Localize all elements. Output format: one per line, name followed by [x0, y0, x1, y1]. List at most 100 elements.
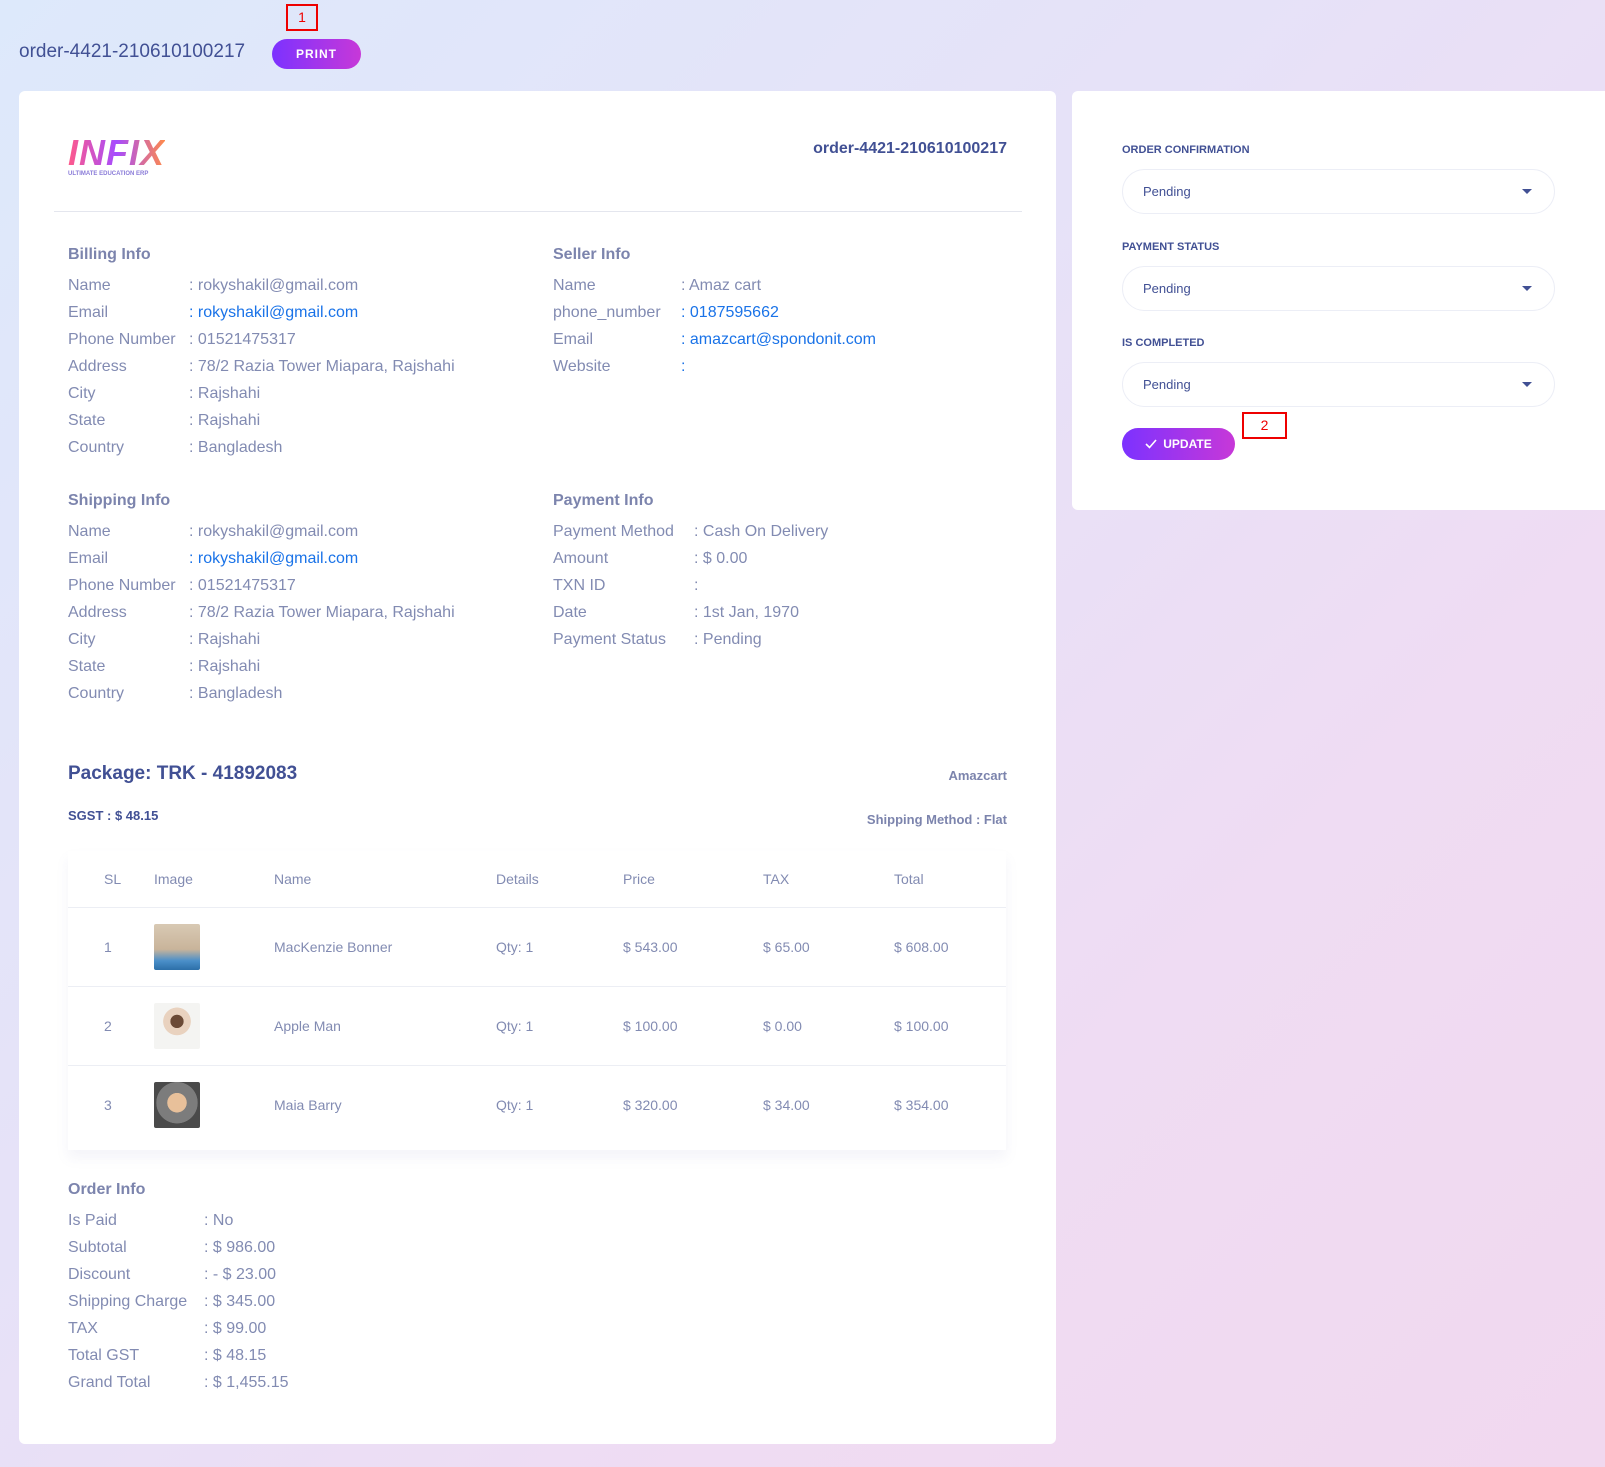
info-block: Payment Info Payment Method: Cash On Deli… — [553, 492, 828, 653]
info-row: Phone Number: 01521475317 — [68, 326, 455, 353]
logo-tagline: ULTIMATE EDUCATION ERP — [68, 171, 149, 177]
status-select[interactable]: Pending — [1122, 169, 1555, 214]
annotation-marker: 2 — [1242, 412, 1287, 439]
package-tax: SGST : $ 48.15 — [68, 808, 159, 823]
info-value: : $ 48.15 — [204, 1347, 267, 1364]
info-value: : Bangladesh — [189, 685, 283, 702]
info-row: Country : Bangladesh — [68, 680, 455, 707]
info-block: Shipping Info Name: rokyshakil@gmail.com E… — [68, 492, 455, 707]
info-label: Name — [68, 523, 111, 540]
info-label: Shipping Charge — [68, 1293, 188, 1310]
logo: INFIX ULTIMATE EDUCATION ERP — [68, 132, 166, 178]
info-value: : Rajshahi — [189, 385, 261, 402]
info-value: : Bangladesh — [189, 439, 283, 456]
column-header: TAX — [763, 871, 790, 887]
annotation-marker: 1 — [286, 4, 318, 31]
info-value: : $ 345.00 — [204, 1293, 276, 1310]
info-row: TAX : $ 99.00 — [68, 1315, 289, 1342]
info-value: : rokyshakil@gmail.com — [189, 277, 359, 294]
info-row: Grand Total: $ 1,455.15 — [68, 1369, 289, 1396]
info-value: : Amaz cart — [681, 277, 762, 294]
info-label: Name — [553, 277, 596, 294]
info-value: : 0187595662 — [681, 304, 779, 321]
field-label: IS COMPLETED — [1122, 337, 1205, 349]
select-caret — [1522, 286, 1532, 291]
info-row: State: Rajshahi — [68, 653, 455, 680]
status-panel: ORDER CONFIRMATION Pending PAYMENT STATUS P… — [1072, 91, 1605, 510]
info-row: Email: amazcart@spondonit.com — [553, 326, 876, 353]
info-value: : rokyshakil@gmail.com — [189, 304, 359, 321]
info-row: Is Paid : No — [68, 1207, 289, 1234]
info-value: : $ 0.00 — [694, 550, 748, 567]
status-select[interactable]: Pending — [1122, 266, 1555, 311]
info-label: phone_number — [553, 304, 661, 321]
info-row: State: Rajshahi — [68, 407, 455, 434]
info-label: Country — [68, 439, 125, 456]
print-button[interactable]: PRINT — [272, 39, 361, 69]
info-label: State — [68, 658, 106, 675]
info-value: : 01521475317 — [189, 577, 296, 594]
table-cell: MacKenzie Bonner — [274, 938, 393, 955]
info-label: City — [68, 385, 96, 402]
info-label: Payment Status — [553, 631, 666, 648]
info-heading: Order Info — [68, 1181, 146, 1198]
info-label: Email — [68, 304, 109, 321]
info-value: : No — [204, 1212, 234, 1229]
info-label: Amount — [553, 550, 609, 567]
product-image — [154, 1081, 200, 1128]
table-cell: Qty: 1 — [496, 938, 534, 955]
field-label: PAYMENT STATUS — [1122, 241, 1220, 253]
info-label: Is Paid — [68, 1212, 117, 1229]
update-button[interactable]: UPDATE — [1122, 428, 1235, 460]
info-heading: Payment Info — [553, 492, 654, 509]
info-label: Website — [553, 358, 611, 375]
info-value: : Pending — [694, 631, 762, 648]
select-caret — [1522, 189, 1532, 194]
table-cell: Qty: 1 — [496, 1096, 534, 1113]
table-cell: 2 — [104, 1017, 112, 1034]
table-cell: $ 608.00 — [894, 938, 949, 955]
info-value: : Rajshahi — [189, 631, 261, 648]
info-label: Total GST — [68, 1347, 140, 1364]
info-row: Payment Status : Pending — [553, 626, 828, 653]
info-row: Country : Bangladesh — [68, 434, 455, 461]
info-value: : — [681, 358, 686, 375]
info-row: Date: 1st Jan, 1970 — [553, 599, 828, 626]
info-row: Name: rokyshakil@gmail.com — [68, 518, 455, 545]
info-label: Grand Total — [68, 1374, 151, 1391]
package-seller: Amazcart — [948, 768, 1007, 783]
table-cell: Maia Barry — [274, 1096, 342, 1113]
info-row: Amount : $ 0.00 — [553, 545, 828, 572]
status-select[interactable]: Pending — [1122, 362, 1555, 407]
info-label: Country — [68, 685, 125, 702]
info-value: : 78/2 Razia Tower Miapara, Rajshahi — [189, 604, 455, 621]
column-header: Image — [154, 871, 193, 887]
info-value: : $ 99.00 — [204, 1320, 267, 1337]
info-heading: Seller Info — [553, 246, 631, 263]
products-table: SL Image Name Details Price TAX Total 1 MacKenzi… — [68, 851, 1006, 1150]
column-header: Total — [894, 871, 924, 887]
info-value: : - $ 23.00 — [204, 1266, 277, 1283]
table-cell: $ 320.00 — [623, 1096, 678, 1113]
info-row: Website: — [553, 353, 876, 380]
order-number: order-4421-210610100217 — [813, 140, 1007, 157]
info-label: TAX — [68, 1320, 98, 1337]
table-cell: Qty: 1 — [496, 1017, 534, 1034]
logo-brand: INFIX — [68, 132, 166, 173]
info-row: Payment Method: Cash On Delivery — [553, 518, 828, 545]
info-row: Email: rokyshakil@gmail.com — [68, 545, 455, 572]
select-value: Pending — [1143, 184, 1191, 199]
info-row: Discount: - $ 23.00 — [68, 1261, 289, 1288]
info-block: Seller Info Name : Amaz cart phone_number : … — [553, 246, 876, 380]
info-row: Address: 78/2 Razia Tower Miapara, Rajsh… — [68, 353, 455, 380]
page-title: order-4421-210610100217 — [19, 41, 246, 62]
order-info: Order Info Is Paid: No Subtotal: $ 986.00 D… — [68, 1181, 289, 1396]
invoice-card: INFIX ULTIMATE EDUCATION ERP order-4421-… — [19, 91, 1056, 1444]
check-icon — [1145, 439, 1157, 449]
column-header: Name — [274, 871, 312, 887]
info-row: Email : rokyshakil@gmail.com — [68, 299, 455, 326]
table-cell: $ 0.00 — [763, 1017, 802, 1034]
info-label: Phone Number — [68, 331, 176, 348]
table-cell: 1 — [104, 938, 112, 955]
